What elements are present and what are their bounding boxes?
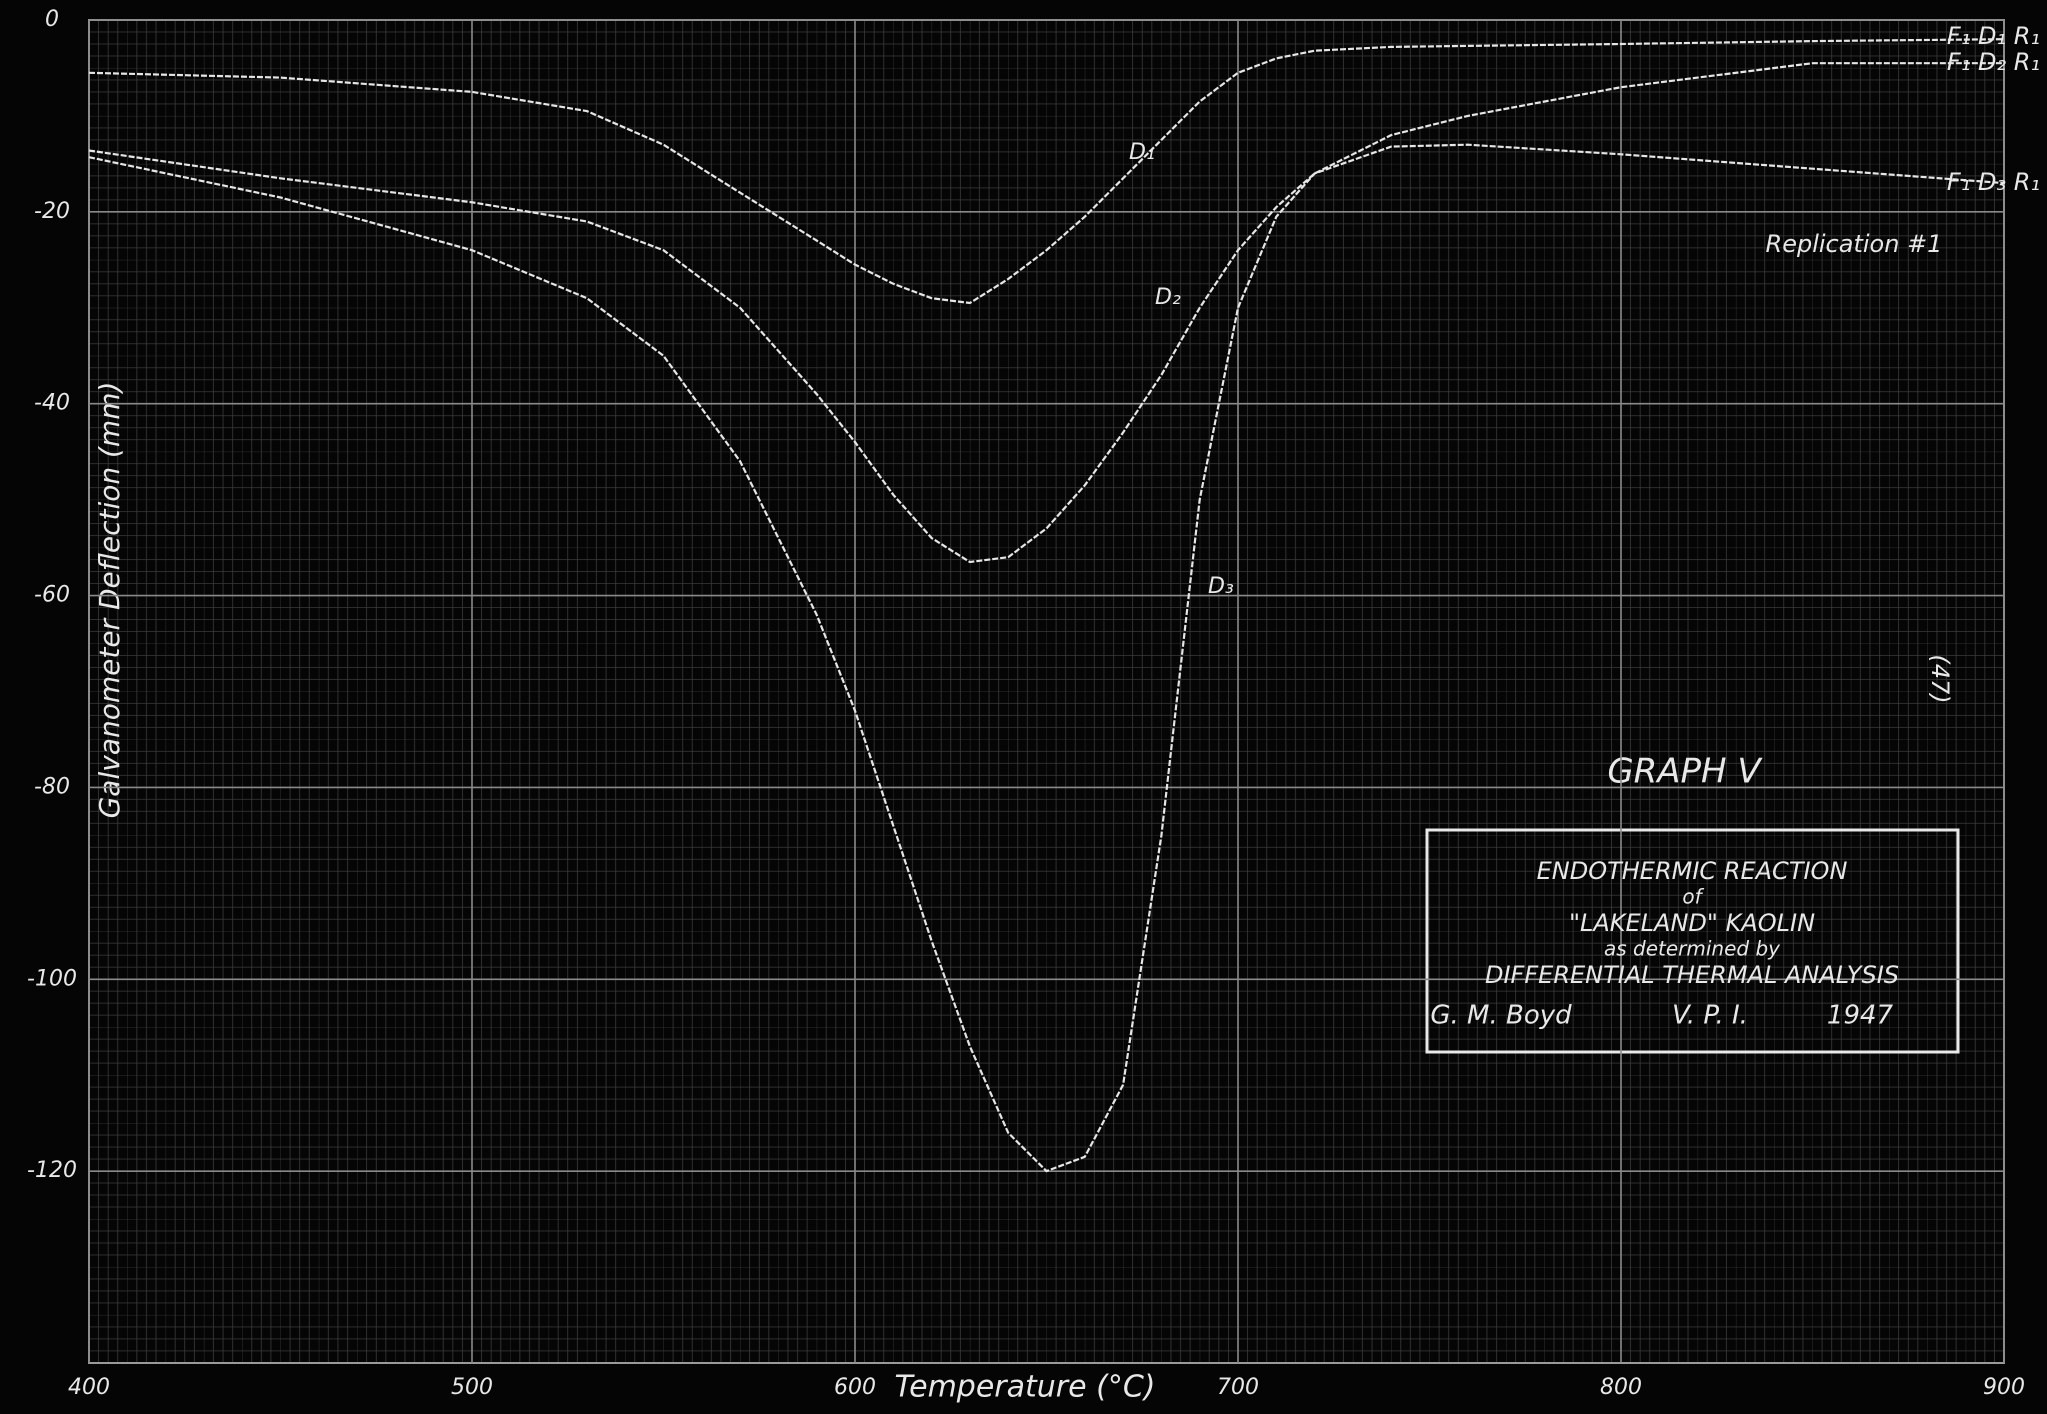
note-line: of: [1682, 885, 1704, 909]
y-tick-label: -40: [34, 391, 70, 416]
x-tick-label: 400: [68, 1375, 110, 1400]
legend-entry: F₁ D₃ R₁: [1947, 168, 2040, 196]
y-tick-label: -100: [27, 966, 77, 991]
y-tick-label: -120: [27, 1158, 77, 1183]
signature: G. M. Boyd: [1430, 1001, 1572, 1031]
x-tick-label: 700: [1217, 1375, 1259, 1400]
x-tick-label: 600: [834, 1375, 876, 1400]
curve-label: D₂: [1155, 285, 1181, 310]
note-line: as determined by: [1604, 937, 1781, 961]
y-tick-label: -60: [34, 583, 70, 608]
legend-entry: F₁ D₂ R₁: [1947, 48, 2040, 76]
x-tick-label: 500: [451, 1375, 493, 1400]
annotation: Replication #1: [1766, 230, 1943, 258]
curve-label: D₃: [1208, 574, 1234, 599]
y-tick-label: -80: [34, 774, 70, 799]
y-tick-label: -20: [34, 199, 70, 224]
signature: 1947: [1827, 1001, 1894, 1031]
note-line: ENDOTHERMIC REACTION: [1537, 857, 1848, 885]
plot-area: [89, 20, 2004, 1363]
y-axis-label: Galvanometer Deflection (mm): [93, 382, 126, 819]
annotation: (47): [1926, 654, 1954, 703]
y-tick-label: 0: [45, 7, 59, 32]
note-line: DIFFERENTIAL THERMAL ANALYSIS: [1485, 961, 1899, 989]
chart: GRAPH V Temperature (°C) Galvanometer De…: [0, 0, 2047, 1414]
x-tick-label: 900: [1983, 1375, 2025, 1400]
legend-entry: F₁ D₁ R₁: [1947, 22, 2040, 50]
x-axis-label: Temperature (°C): [895, 1370, 1156, 1405]
note-line: "LAKELAND" KAOLIN: [1569, 909, 1815, 937]
chart-title: GRAPH V: [1607, 752, 1763, 792]
curve-label: D₁: [1129, 140, 1155, 165]
signature: V. P. I.: [1672, 1001, 1748, 1031]
x-tick-label: 800: [1600, 1375, 1642, 1400]
